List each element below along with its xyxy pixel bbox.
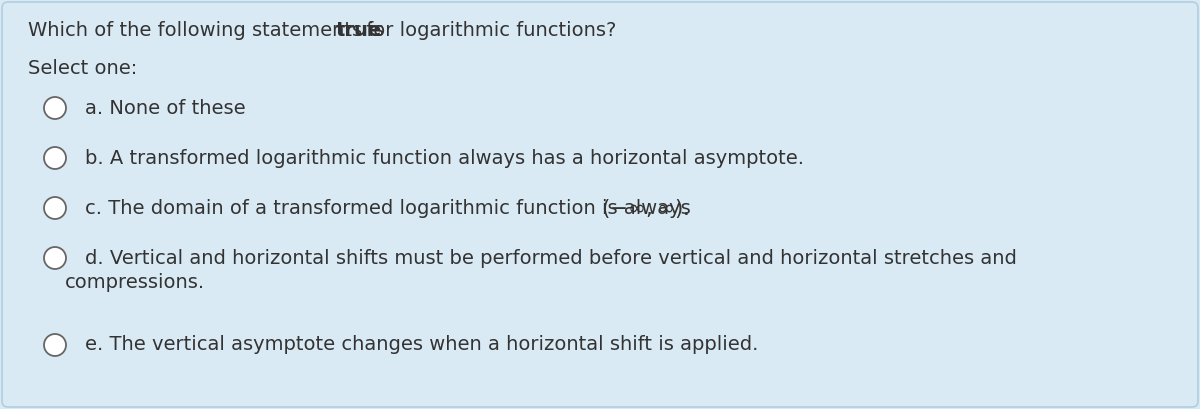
Ellipse shape [44,97,66,119]
Ellipse shape [44,197,66,219]
Text: for logarithmic functions?: for logarithmic functions? [360,20,617,40]
Text: d. Vertical and horizontal shifts must be performed before vertical and horizont: d. Vertical and horizontal shifts must b… [85,249,1016,267]
Text: c. The domain of a transformed logarithmic function is always: c. The domain of a transformed logarithm… [85,198,697,218]
Text: compressions.: compressions. [65,272,205,292]
Text: Which of the following statements is: Which of the following statements is [28,20,390,40]
Text: a. None of these: a. None of these [85,99,246,117]
Ellipse shape [44,247,66,269]
Ellipse shape [44,147,66,169]
Text: $(-\infty,\infty).$: $(-\infty,\infty).$ [601,196,690,220]
Text: b. A transformed logarithmic function always has a horizontal asymptote.: b. A transformed logarithmic function al… [85,148,804,168]
Text: Select one:: Select one: [28,58,137,77]
Ellipse shape [44,334,66,356]
Text: true: true [336,20,383,40]
Text: e. The vertical asymptote changes when a horizontal shift is applied.: e. The vertical asymptote changes when a… [85,335,758,355]
